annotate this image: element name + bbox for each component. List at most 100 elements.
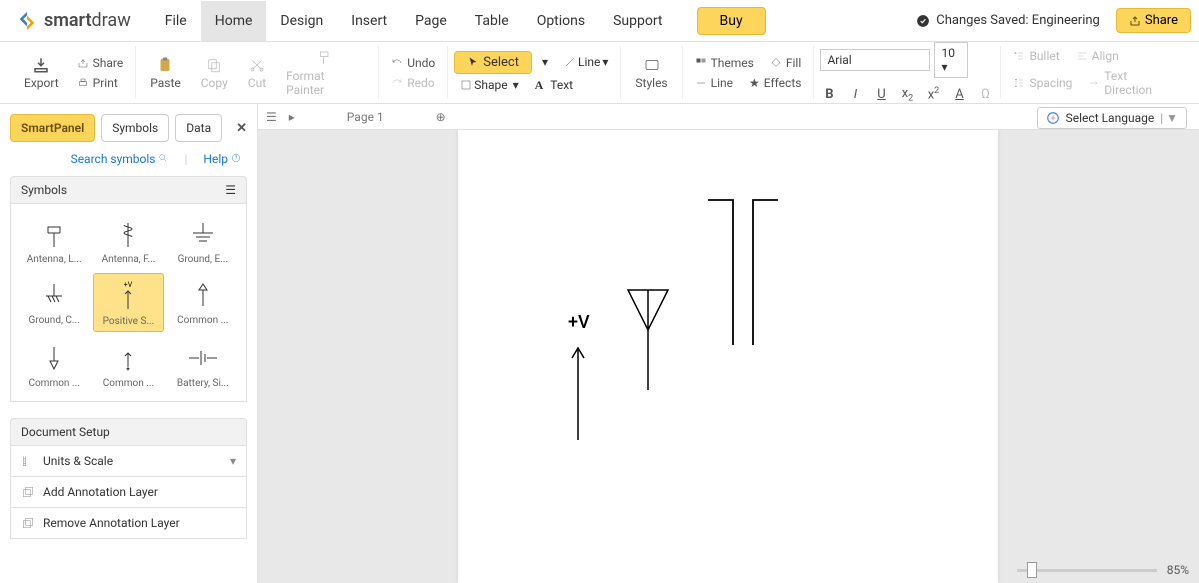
zoom-slider[interactable]: [1017, 569, 1157, 572]
underline-button[interactable]: U: [872, 87, 890, 102]
font-size-select[interactable]: 10 ▾: [934, 42, 968, 78]
tab-smartpanel[interactable]: SmartPanel: [10, 114, 95, 142]
zoom-thumb[interactable]: [1027, 562, 1037, 578]
share-button[interactable]: Share: [1116, 8, 1191, 33]
line-tool-button[interactable]: Line ▾: [558, 53, 614, 71]
redo-icon: [391, 77, 403, 89]
menu-table[interactable]: Table: [461, 1, 523, 41]
effects-button[interactable]: ★Effects: [743, 74, 807, 92]
symbol-antenna-f[interactable]: Antenna, F...: [93, 212, 163, 269]
themes-button[interactable]: Themes: [689, 54, 760, 72]
symbol-ground-e[interactable]: Ground, E...: [168, 212, 238, 269]
export-button[interactable]: Export: [16, 52, 67, 94]
line-style-icon: [695, 77, 707, 89]
menu-file[interactable]: File: [151, 1, 201, 41]
align-icon: [1076, 50, 1088, 62]
logo-icon: [16, 10, 38, 32]
superscript-button[interactable]: x2: [924, 86, 942, 102]
select-tool-button[interactable]: Select: [454, 51, 532, 74]
italic-button[interactable]: I: [846, 87, 864, 102]
symbols-header: Symbols ☰: [10, 176, 247, 204]
zoom-control[interactable]: 85%: [1017, 563, 1189, 577]
share-mini-icon: [77, 57, 89, 69]
search-symbols-link[interactable]: Search symbols: [71, 152, 169, 166]
share-mini-button[interactable]: Share: [71, 54, 130, 72]
format-painter-icon: [316, 49, 334, 67]
symbol-common-1[interactable]: Common ...: [168, 273, 238, 332]
copy-icon: [205, 56, 223, 74]
add-annotation-item[interactable]: Add Annotation Layer: [10, 477, 247, 508]
menu-items: File Home Design Insert Page Table Optio…: [151, 1, 677, 41]
omega-button[interactable]: Ω: [976, 87, 994, 102]
paste-button[interactable]: Paste: [142, 52, 189, 94]
canvas-positive-supply[interactable]: +V: [548, 310, 608, 450]
canvas-antenna[interactable]: [618, 280, 678, 400]
layer-add-icon: [21, 485, 35, 499]
spacing-button[interactable]: Spacing: [1007, 74, 1078, 92]
menu-design[interactable]: Design: [266, 1, 337, 41]
buy-button[interactable]: Buy: [697, 7, 766, 35]
cut-button[interactable]: Cut: [240, 52, 274, 94]
svg-text:+V: +V: [124, 281, 133, 289]
symbol-battery[interactable]: Battery, Si...: [168, 336, 238, 393]
line-style-button[interactable]: Line: [689, 74, 739, 92]
subscript-button[interactable]: x2: [898, 86, 916, 104]
chevron-down-icon: ▾: [230, 454, 236, 468]
menu-home[interactable]: Home: [201, 1, 267, 41]
tab-data[interactable]: Data: [175, 114, 222, 142]
help-link[interactable]: Help ?: [203, 152, 241, 166]
cut-icon: [248, 56, 266, 74]
font-select[interactable]: Arial: [820, 49, 930, 71]
logo[interactable]: smartdraw: [8, 10, 131, 32]
symbol-common-2[interactable]: Common ...: [19, 336, 89, 393]
canvas[interactable]: +V: [258, 130, 1199, 583]
text-tool-button[interactable]: A Text: [529, 76, 579, 95]
paste-icon: [156, 56, 174, 74]
redo-button[interactable]: Redo: [385, 74, 441, 92]
text-direction-button[interactable]: Text Direction: [1082, 67, 1183, 99]
tab-symbols[interactable]: Symbols: [101, 114, 169, 142]
hamburger-icon[interactable]: ☰: [225, 183, 236, 197]
page-label[interactable]: Page 1: [347, 110, 384, 124]
select-dropdown[interactable]: ▾: [536, 53, 554, 71]
menu-insert[interactable]: Insert: [337, 1, 401, 41]
menu-page[interactable]: Page: [401, 1, 461, 41]
copy-button[interactable]: Copy: [193, 52, 236, 94]
zoom-value: 85%: [1167, 563, 1189, 577]
save-status: Changes Saved: Engineering: [916, 13, 1100, 28]
remove-annotation-item[interactable]: Remove Annotation Layer: [10, 508, 247, 539]
symbol-ground-c[interactable]: Ground, C...: [19, 273, 89, 332]
styles-button[interactable]: Styles: [627, 52, 675, 94]
text-direction-icon: [1088, 77, 1100, 89]
fill-button[interactable]: Fill: [764, 54, 807, 72]
menu-support[interactable]: Support: [599, 1, 676, 41]
add-page-icon[interactable]: ⊕: [436, 110, 446, 124]
symbol-common-3[interactable]: *Common ...: [93, 336, 163, 393]
next-page-icon[interactable]: ▸: [289, 110, 295, 124]
help-icon: ?: [231, 153, 241, 163]
menu-options[interactable]: Options: [523, 1, 599, 41]
symbol-antenna-loop[interactable]: Antenna, L...: [19, 212, 89, 269]
language-select[interactable]: Select Language| ▼: [1037, 107, 1187, 129]
shape-tool-button[interactable]: Shape ▾: [454, 76, 524, 94]
spacing-icon: [1013, 77, 1025, 89]
units-scale-item[interactable]: Units & Scale▾: [10, 446, 247, 477]
align-button[interactable]: Align: [1070, 47, 1125, 65]
symbol-positive-supply[interactable]: +VPositive S...: [93, 273, 163, 332]
shape-icon: [460, 79, 472, 91]
styles-icon: [643, 56, 661, 74]
print-icon: [77, 77, 89, 89]
undo-button[interactable]: Undo: [385, 54, 441, 72]
outline-icon[interactable]: ☰: [266, 110, 277, 124]
search-icon: [158, 153, 168, 163]
format-painter-button[interactable]: Format Painter: [278, 45, 372, 101]
bullet-icon: [1013, 50, 1025, 62]
star-icon: ★: [749, 76, 760, 90]
bold-button[interactable]: B: [820, 87, 838, 102]
bullet-button[interactable]: Bullet: [1007, 47, 1065, 65]
canvas-bracket[interactable]: [703, 190, 783, 350]
close-panel-icon[interactable]: ✕: [236, 121, 247, 136]
paper[interactable]: +V: [458, 130, 998, 583]
font-color-button[interactable]: A: [950, 87, 968, 102]
print-button[interactable]: Print: [71, 74, 130, 92]
